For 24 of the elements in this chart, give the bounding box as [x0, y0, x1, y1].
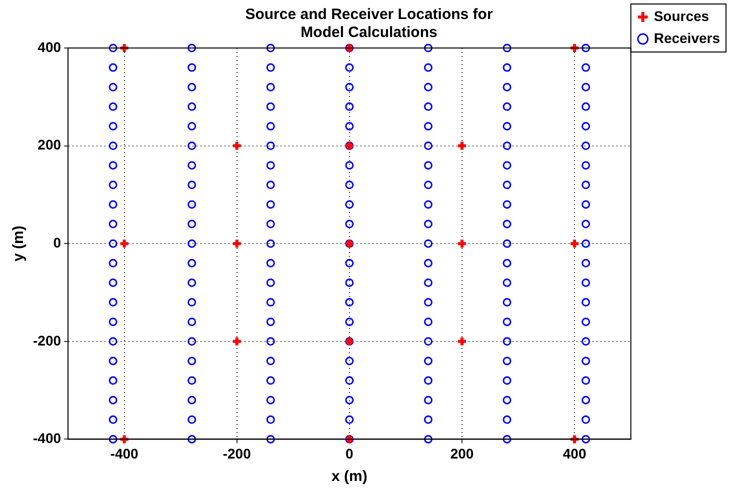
chart-title: Source and Receiver Locations for Model Calculations — [245, 6, 493, 42]
x-tick-label: -400 — [110, 445, 139, 462]
y-tick-label: 0 — [53, 234, 62, 250]
point — [231, 140, 242, 152]
point — [118, 434, 130, 445]
x-tick-label: 0 — [346, 445, 354, 462]
point — [569, 434, 580, 445]
point — [118, 238, 130, 250]
point — [569, 42, 580, 54]
x-tick-label: 200 — [450, 445, 474, 462]
y-tick-label: -400 — [32, 430, 62, 446]
point — [118, 42, 130, 54]
legend-label: Sources — [654, 8, 710, 24]
x-axis-title: x (m) — [332, 468, 368, 486]
x-tick-label: -200 — [222, 445, 252, 462]
legend-label: Receivers — [654, 30, 720, 46]
y-tick-label: 400 — [38, 38, 62, 55]
y-tick-label: 200 — [38, 136, 62, 153]
point — [231, 238, 242, 250]
x-tick-label: 400 — [562, 445, 586, 462]
y-axis-title: y (m) — [10, 226, 28, 262]
point — [569, 238, 580, 250]
y-tick-label: -200 — [32, 332, 62, 348]
point — [231, 336, 242, 347]
